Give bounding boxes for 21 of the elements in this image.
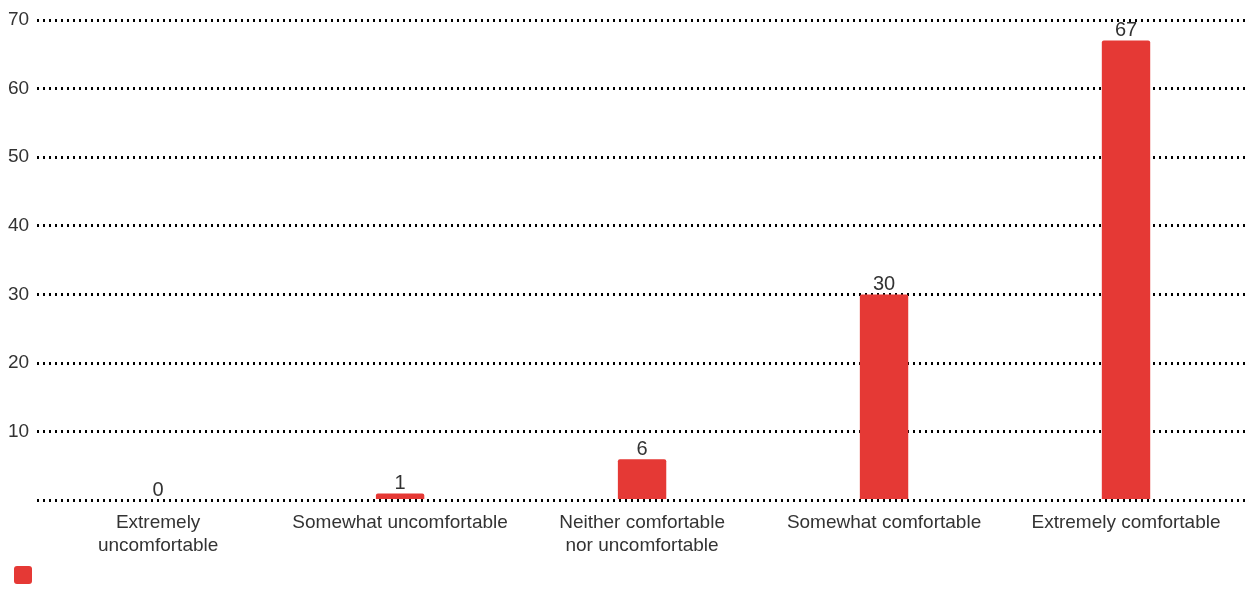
y-tick-label: 10 [7,420,30,442]
x-tick-label: Neither comfortable nor uncomfortable [559,511,725,555]
bar [1101,40,1151,499]
y-tick-label: 20 [7,351,30,373]
data-label: 6 [636,436,648,459]
x-tick-label: Somewhat uncomfortable [292,511,508,533]
y-tick-label: 40 [7,214,30,236]
bar [375,493,425,499]
y-tick-label: 30 [7,282,30,304]
y-tick-label: 70 [7,8,30,30]
data-label: 1 [394,471,406,494]
x-tick-label: Somewhat comfortable [786,511,982,533]
y-tick-label: 50 [7,145,30,167]
x-tick-label: Extremely uncomfortable [97,511,219,555]
bar [859,294,909,499]
data-label: 67 [1114,18,1138,41]
y-tick-label: 60 [7,76,30,98]
x-tick-label: Extremely comfortable [1031,511,1221,533]
bar [617,459,667,499]
data-label: 30 [872,272,896,295]
data-label: 0 [152,477,164,500]
